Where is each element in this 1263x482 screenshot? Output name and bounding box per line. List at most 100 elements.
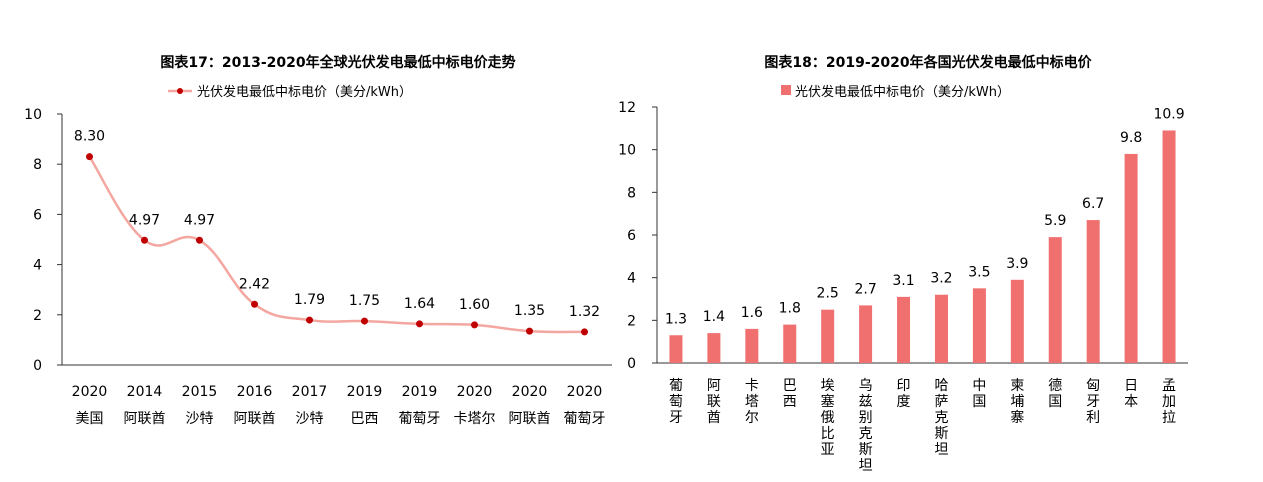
- data-label: 2.5: [817, 286, 839, 302]
- line-chart-legend-label: 光伏发电最低中标电价（美分/kWh）: [197, 84, 412, 100]
- x-tick-label: 日本: [1124, 378, 1138, 410]
- x-tick-label: 中国: [972, 378, 986, 410]
- data-point: [251, 300, 258, 308]
- data-point: [86, 153, 93, 161]
- x-tick-country: 沙特: [186, 411, 214, 427]
- x-tick-country: 葡萄牙: [399, 411, 441, 427]
- y-tick-label: 6: [33, 207, 42, 223]
- line-chart-legend: 光伏发电最低中标电价（美分/kWh）: [168, 84, 412, 100]
- x-tick-year: 2017: [292, 384, 328, 400]
- x-tick-country: 沙特: [296, 411, 324, 427]
- bar: [783, 324, 797, 363]
- bar: [1010, 279, 1024, 363]
- data-label: 1.75: [349, 293, 380, 309]
- y-tick-label: 8: [627, 185, 636, 201]
- bar-chart-legend-label: 光伏发电最低中标电价（美分/kWh）: [795, 84, 1010, 100]
- y-tick-label: 2: [33, 308, 42, 324]
- data-label: 6.7: [1082, 196, 1104, 212]
- legend-bar-swatch: [781, 85, 791, 95]
- x-tick-year: 2020: [512, 384, 548, 400]
- data-label: 1.8: [779, 301, 801, 317]
- data-label: 9.8: [1120, 130, 1142, 146]
- y-tick-label: 0: [33, 358, 42, 374]
- bar-chart-bars: [669, 130, 1176, 363]
- y-tick-label: 4: [33, 258, 42, 274]
- data-point: [416, 320, 423, 328]
- data-point: [471, 321, 478, 329]
- x-tick-year: 2019: [402, 384, 438, 400]
- x-tick-label: 柬埔寨: [1010, 378, 1024, 426]
- x-tick-country: 葡萄牙: [564, 411, 606, 427]
- x-tick-label: 印度: [897, 378, 911, 410]
- line-chart-y-ticks: 0 2 4 6 8 10: [24, 107, 62, 374]
- x-tick-label: 阿联酋: [707, 378, 721, 426]
- data-label: 4.97: [184, 212, 215, 228]
- data-point: [526, 327, 533, 335]
- bar: [972, 288, 986, 363]
- x-tick-label: 巴西: [783, 378, 797, 410]
- data-label: 5.9: [1044, 213, 1066, 229]
- data-label: 3.2: [930, 271, 952, 287]
- bar-chart-y-ticks: 0 2 4 6 8 10 12: [618, 100, 657, 372]
- data-label: 1.79: [294, 292, 325, 308]
- bar-chart-title: 图表18：2019-2020年各国光伏发电最低中标电价: [764, 54, 1092, 71]
- x-tick-country: 阿联酋: [124, 410, 166, 427]
- y-tick-label: 10: [24, 107, 42, 123]
- data-label: 10.9: [1153, 106, 1184, 122]
- data-label: 1.32: [569, 304, 600, 320]
- data-label: 2.42: [239, 276, 270, 292]
- series-line: [88, 155, 585, 334]
- data-label: 1.60: [459, 297, 490, 313]
- bar: [897, 296, 911, 363]
- data-point: [306, 316, 313, 324]
- bar-chart-data-labels: 1.3 1.4 1.6 1.8 2.5 2.7 3.1 3.2 3.5 3.9 5.9 6.7 9.8 1…: [665, 106, 1185, 327]
- bar: [1048, 237, 1062, 363]
- x-tick-label: 卡塔尔: [745, 378, 759, 426]
- data-label: 4.97: [129, 212, 160, 228]
- bar-chart-x-ticks: 葡萄牙 阿联酋 卡塔尔 巴西 埃塞俄比亚 乌兹别克斯坦 印度 哈萨克斯坦 中国 柬埔寨 德国 匈牙利 日…: [669, 378, 1176, 474]
- bar: [859, 305, 873, 363]
- data-point: [196, 236, 203, 244]
- data-point: [141, 236, 148, 244]
- data-label: 1.6: [741, 305, 763, 321]
- bar: [669, 335, 683, 363]
- x-tick-year: 2015: [182, 384, 218, 400]
- x-tick-year: 2014: [127, 384, 163, 400]
- data-point: [581, 328, 588, 336]
- x-tick-year: 2019: [347, 384, 383, 400]
- bar: [745, 328, 759, 363]
- line-chart-points: [86, 153, 588, 336]
- x-tick-country: 卡塔尔: [454, 411, 496, 427]
- x-tick-label: 埃塞俄比亚: [821, 378, 835, 458]
- data-label: 3.5: [968, 264, 990, 280]
- y-tick-label: 4: [627, 271, 636, 287]
- y-tick-label: 12: [618, 100, 636, 116]
- x-tick-label: 葡萄牙: [669, 378, 683, 426]
- x-tick-label: 匈牙利: [1086, 378, 1100, 426]
- y-tick-label: 2: [627, 313, 636, 329]
- bar: [1124, 153, 1138, 363]
- data-label: 3.9: [1006, 256, 1028, 272]
- data-label: 8.30: [74, 129, 105, 145]
- x-tick-label: 孟加拉: [1162, 378, 1176, 426]
- bar: [1086, 220, 1100, 363]
- legend-marker-swatch: [177, 88, 183, 94]
- line-chart-title: 图表17：2013-2020年全球光伏发电最低中标电价走势: [160, 54, 515, 71]
- bar: [707, 333, 721, 363]
- x-tick-year: 2016: [237, 384, 273, 400]
- bar-chart: 图表18：2019-2020年各国光伏发电最低中标电价 光伏发电最低中标电价（美…: [618, 54, 1188, 474]
- line-chart-x-ticks: 2020 美国 2014 阿联酋 2015 沙特 2016 阿联酋 2017 沙特 2019 巴西 20…: [72, 384, 606, 427]
- x-tick-year: 2020: [567, 384, 603, 400]
- data-label: 1.4: [703, 309, 725, 325]
- y-tick-label: 10: [618, 143, 636, 159]
- bar: [1162, 130, 1176, 363]
- data-point: [361, 317, 368, 325]
- bar: [821, 309, 835, 363]
- x-tick-country: 阿联酋: [234, 410, 276, 427]
- x-tick-label: 乌兹别克斯坦: [859, 378, 873, 474]
- data-label: 1.64: [404, 296, 435, 312]
- data-label: 2.7: [854, 281, 876, 297]
- line-chart: 图表17：2013-2020年全球光伏发电最低中标电价走势 光伏发电最低中标电价…: [24, 54, 612, 427]
- bar: [934, 294, 948, 363]
